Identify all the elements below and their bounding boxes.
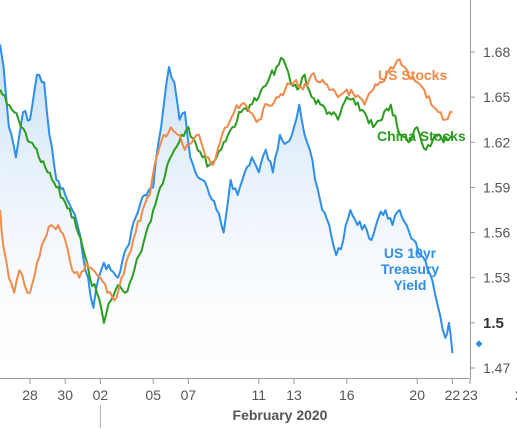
y-tick-label: 1.65	[483, 89, 510, 105]
x-tick-label: 30	[57, 387, 73, 403]
y-tick-label: 1.5	[483, 315, 504, 332]
y-tick-label: 1.62	[483, 134, 510, 150]
x-tick-label: 23	[462, 387, 478, 403]
y-tick-label: 1.47	[483, 360, 510, 376]
x-tick-label: 28	[22, 387, 38, 403]
x-tick-label: 26	[515, 387, 517, 403]
series-line-us-10yr-treasury-yield	[0, 44, 454, 354]
series-label-us-10yr-treasury-yield: Treasury	[381, 261, 440, 277]
x-tick-label: 20	[409, 387, 425, 403]
x-axis-label: February 2020	[233, 407, 328, 423]
series-line-us-stocks	[0, 58, 453, 302]
y-tick-label: 1.56	[483, 225, 510, 241]
series-label-us-10yr-treasury-yield: Yield	[394, 277, 427, 293]
x-tick-label: 02	[93, 387, 109, 403]
current-value-marker	[475, 340, 483, 348]
y-tick-label: 1.59	[483, 179, 510, 195]
x-tick-label: 13	[286, 387, 302, 403]
x-tick-label: 16	[339, 387, 355, 403]
y-tick-label: 1.53	[483, 270, 510, 286]
x-tick-label: 05	[145, 387, 161, 403]
x-tick-label: 07	[181, 387, 197, 403]
series-line-china-stocks	[0, 56, 454, 324]
x-tick-label: 22	[445, 387, 461, 403]
series-label-us-stocks: US Stocks	[378, 67, 447, 83]
series-label-us-10yr-treasury-yield: US 10yr	[384, 245, 437, 261]
series-label-china-stocks: China Stocks	[377, 128, 466, 144]
y-tick-label: 1.68	[483, 44, 510, 60]
x-tick-label: 11	[252, 387, 267, 403]
